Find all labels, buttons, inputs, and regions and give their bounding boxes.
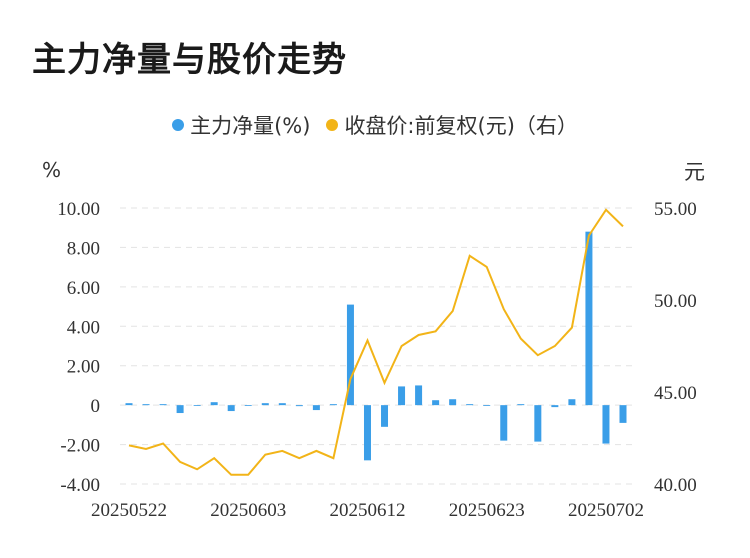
y-left-tick-label: 6.00 xyxy=(67,278,100,299)
y-right-tick-label: 50.00 xyxy=(654,291,697,312)
net-flow-bar xyxy=(432,400,440,406)
y-left-tick-label: 10.00 xyxy=(57,199,100,220)
net-flow-bar xyxy=(312,405,320,411)
net-flow-bar xyxy=(483,405,491,406)
y-right-tick-label: 45.00 xyxy=(654,383,697,404)
net-flow-bar xyxy=(261,403,269,406)
legend-label-net: 主力净量(%) xyxy=(190,114,311,138)
net-flow-bar xyxy=(346,304,354,406)
legend-dot-price-icon xyxy=(326,119,339,131)
legend-dot-net-icon xyxy=(172,119,185,131)
net-flow-bar xyxy=(227,405,235,412)
net-flow-bar xyxy=(585,231,593,406)
net-flow-bar xyxy=(142,404,150,406)
x-tick-label: 20250603 xyxy=(210,500,286,521)
y-left-tick-label: -2.00 xyxy=(60,436,100,457)
net-flow-bar xyxy=(125,403,133,406)
legend: 主力净量(%) 收盘价:前复权(元)（右） xyxy=(0,110,750,140)
net-flow-bar xyxy=(602,405,610,444)
net-flow-bar xyxy=(363,405,371,461)
net-flow-bar xyxy=(517,404,525,406)
y-left-tick-label: 4.00 xyxy=(67,317,100,338)
net-flow-bar xyxy=(398,386,406,406)
net-flow-bar xyxy=(381,405,389,427)
net-flow-bar xyxy=(159,404,167,406)
net-flow-bar xyxy=(176,405,184,414)
y-right-tick-label: 40.00 xyxy=(654,475,697,496)
legend-item-net[interactable]: 主力净量(%) xyxy=(172,110,310,140)
net-flow-bar xyxy=(193,405,201,406)
net-flow-bar xyxy=(295,405,303,407)
net-flow-bar xyxy=(551,405,559,408)
net-flow-bar xyxy=(210,402,218,406)
net-flow-bar xyxy=(244,405,252,406)
y-left-tick-label: -4.00 xyxy=(60,475,100,496)
net-flow-bar xyxy=(278,403,286,406)
x-tick-label: 20250522 xyxy=(91,500,167,521)
y-left-tick-label: 2.00 xyxy=(67,357,100,378)
x-tick-label: 20250623 xyxy=(449,500,525,521)
y-left-tick-label: 8.00 xyxy=(67,238,100,259)
chart-title: 主力净量与股价走势 xyxy=(32,40,347,80)
price-line xyxy=(128,208,624,476)
net-flow-bar xyxy=(534,405,542,442)
left-axis-unit: % xyxy=(42,158,62,182)
net-flow-bar xyxy=(568,399,576,406)
net-flow-bar xyxy=(329,404,337,406)
legend-item-price[interactable]: 收盘价:前复权(元)（右） xyxy=(326,110,578,140)
legend-label-price: 收盘价:前复权(元)（右） xyxy=(344,114,578,138)
right-axis-unit: 元 xyxy=(684,160,705,184)
net-flow-bar xyxy=(449,399,457,406)
y-left-tick-label: 0 xyxy=(91,396,101,417)
y-right-tick-label: 55.00 xyxy=(654,199,697,220)
net-flow-bar xyxy=(619,405,627,423)
x-tick-label: 20250702 xyxy=(568,500,644,521)
net-flow-bar xyxy=(500,405,508,441)
net-flow-bar xyxy=(466,404,474,406)
net-flow-bar xyxy=(415,385,423,406)
x-tick-label: 20250612 xyxy=(329,500,405,521)
